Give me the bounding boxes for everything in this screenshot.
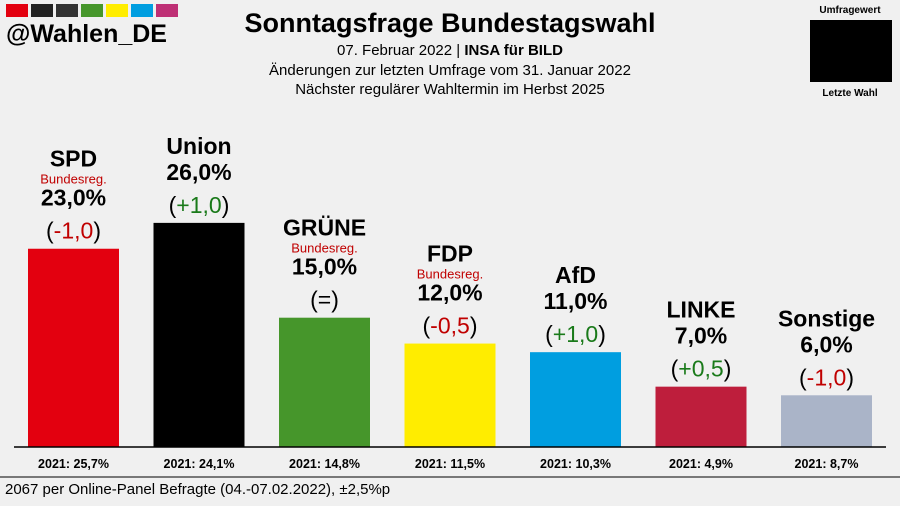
previous-election-label: 2021: 11,5% [415, 457, 485, 471]
bar-grüne [279, 317, 370, 447]
bar-union [153, 222, 245, 447]
party-name: Sonstige [778, 305, 875, 331]
value-label: 7,0% [675, 323, 727, 349]
bar-linke [655, 386, 747, 447]
coalition-note: Bundesreg. [291, 241, 358, 256]
coalition-note: Bundesreg. [40, 172, 107, 187]
party-color-strip [6, 4, 178, 17]
previous-election-label: 2021: 24,1% [164, 457, 235, 471]
party-name: AfD [555, 262, 596, 288]
change-label: (-1,0) [46, 218, 101, 244]
color-strip-swatch [156, 4, 178, 17]
value-label: 12,0% [417, 280, 482, 306]
value-label: 26,0% [166, 159, 231, 185]
party-name: Union [166, 133, 231, 159]
change-label: (=) [310, 287, 339, 313]
footer-methodology: 2067 per Online-Panel Befragte (04.-07.0… [5, 481, 391, 498]
legend-label-last-election: Letzte Wahl [822, 88, 878, 99]
color-strip-swatch [81, 4, 103, 17]
coalition-note: Bundesreg. [417, 267, 484, 282]
survey-source: INSA für BILD [464, 42, 563, 59]
previous-election-label: 2021: 14,8% [289, 457, 360, 471]
legend-swatch [810, 20, 892, 82]
legend-label-poll: Umfragewert [819, 5, 881, 16]
change-label: (-0,5) [423, 313, 478, 339]
change-label: (+1,0) [545, 321, 606, 347]
bar-sonstige [781, 395, 872, 447]
survey-date: 07. Februar 2022 [337, 42, 453, 59]
subtitle-next-election: Nächster regulärer Wahltermin im Herbst … [295, 81, 605, 98]
subtitle-date-source: 07. Februar 2022 | INSA für BILD [337, 42, 563, 59]
bar-spd [28, 248, 119, 447]
color-strip-swatch [131, 4, 153, 17]
party-name: GRÜNE [283, 215, 366, 241]
party-name: FDP [427, 241, 473, 267]
value-label: 23,0% [41, 185, 106, 211]
color-strip-swatch [106, 4, 128, 17]
chart-title: Sonntagsfrage Bundestagswahl [244, 8, 656, 38]
value-label: 11,0% [544, 288, 608, 314]
subtitle-changes: Änderungen zur letzten Umfrage vom 31. J… [269, 62, 631, 79]
party-name: SPD [50, 146, 97, 172]
previous-election-label: 2021: 4,9% [669, 457, 733, 471]
party-name: LINKE [667, 297, 736, 323]
previous-election-label: 2021: 10,3% [540, 457, 611, 471]
value-label: 6,0% [800, 331, 852, 357]
bar-afd [530, 352, 621, 447]
color-strip-swatch [6, 4, 28, 17]
color-strip-swatch [31, 4, 53, 17]
change-label: (+0,5) [671, 356, 732, 382]
color-strip-swatch [56, 4, 78, 17]
account-handle: @Wahlen_DE [6, 20, 167, 48]
change-label: (-1,0) [799, 364, 854, 390]
previous-election-label: 2021: 8,7% [795, 457, 859, 471]
change-label: (+1,0) [169, 192, 230, 218]
bar-fdp [404, 343, 496, 447]
value-label: 15,0% [292, 254, 357, 280]
previous-election-label: 2021: 25,7% [38, 457, 109, 471]
